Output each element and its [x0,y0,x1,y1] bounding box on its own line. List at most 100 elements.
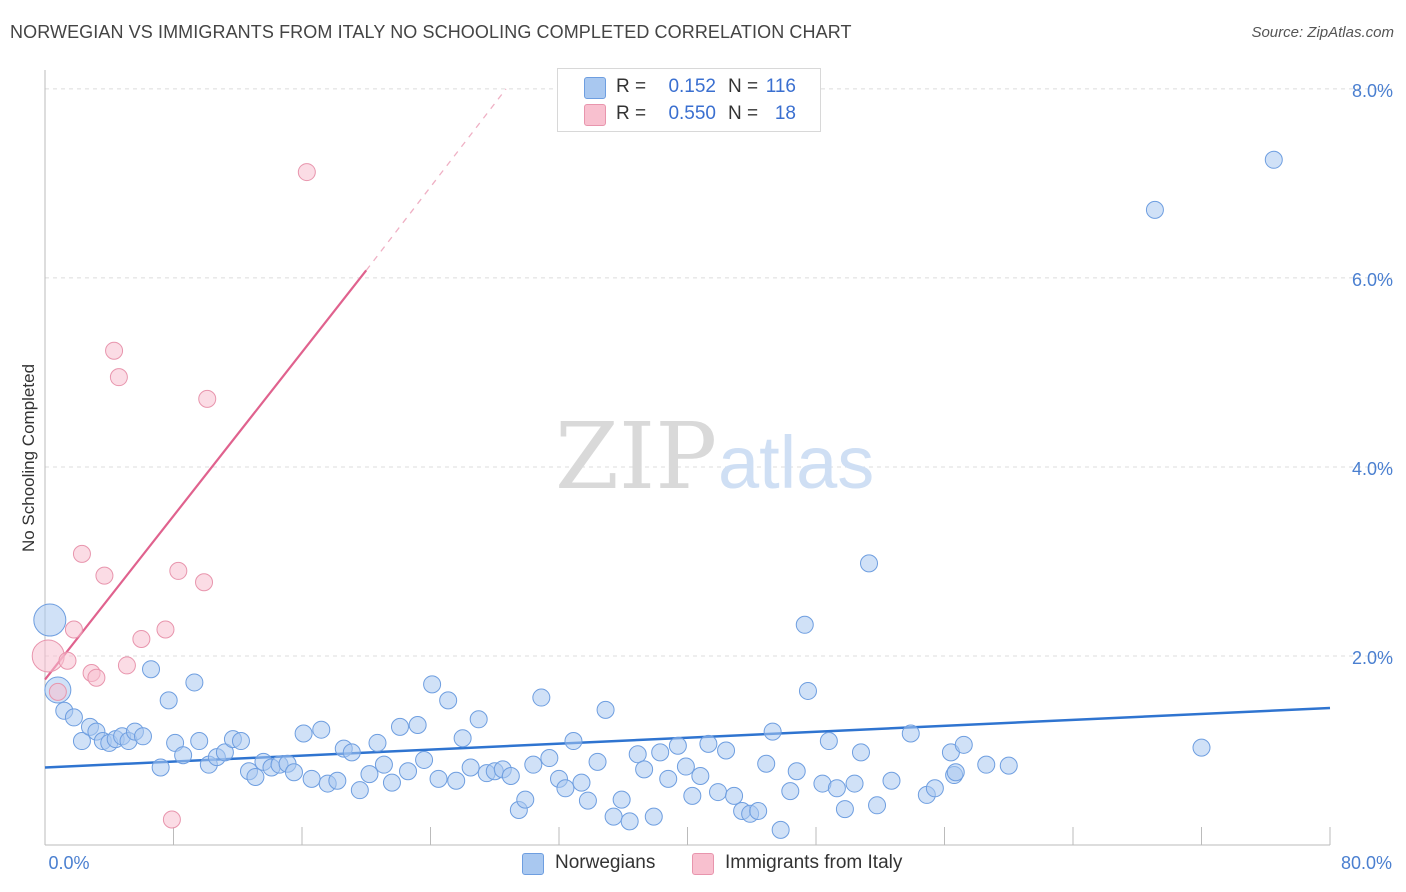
point-norwegians [620,812,639,831]
point-norwegians [185,673,204,692]
watermark-atlas: atlas [718,421,874,504]
point-italy [64,620,83,639]
x-tick-label-min: 0.0% [48,853,89,873]
watermark-zip: ZIP [555,403,717,510]
point-norwegians [133,727,152,746]
point-norwegians [868,796,887,815]
data-points [31,150,1283,839]
point-norwegians [683,786,702,805]
point-norwegians [328,771,347,790]
point-italy [198,389,217,408]
point-norwegians [1145,200,1164,219]
point-norwegians [860,554,879,573]
y-axis-label: No Schooling Completed [19,364,38,552]
point-norwegians [408,715,427,734]
point-norwegians [781,782,800,801]
point-norwegians [1264,150,1283,169]
point-norwegians [795,615,814,634]
legend-n-label: N = [728,103,759,124]
point-italy [117,656,136,675]
point-norwegians [628,745,647,764]
point-norwegians [999,756,1018,775]
y-tick-label: 6.0% [1352,270,1393,290]
point-norwegians [691,767,710,786]
point-norwegians [588,752,607,771]
point-norwegians [1192,738,1211,757]
point-italy [109,368,128,387]
point-norwegians [142,660,161,679]
source-label: Source: ZipAtlas.com [1251,24,1394,41]
y-tick-labels: 2.0% 4.0% 6.0% 8.0% [1352,81,1393,668]
point-norwegians [668,736,687,755]
point-norwegians [787,762,806,781]
correlation-legend: R = 0.152 N = 116 R = 0.550 N = 18 [557,68,821,132]
legend-swatch-italy [584,104,606,126]
point-norwegians [151,758,170,777]
point-norwegians [798,681,817,700]
point-italy [162,810,181,829]
point-norwegians [572,773,591,792]
axes [44,70,1331,846]
point-norwegians [246,767,265,786]
point-norwegians [635,760,654,779]
point-norwegians [501,767,520,786]
point-norwegians [294,724,313,743]
legend-swatch-norwegians [522,853,544,875]
point-norwegians [901,724,920,743]
point-norwegians [676,757,695,776]
point-norwegians [819,732,838,751]
point-norwegians [284,763,303,782]
point-norwegians [33,603,67,637]
point-norwegians [925,779,944,798]
point-norwegians [382,773,401,792]
point-italy [169,561,188,580]
point-norwegians [390,717,409,736]
trend-line-italy [44,269,368,681]
point-norwegians [429,769,448,788]
legend-swatch-norwegians [584,77,606,99]
y-tick-label: 8.0% [1352,81,1393,101]
y-tick-label: 2.0% [1352,648,1393,668]
x-tick-labels: 0.0% 80.0% [48,853,1392,873]
legend-row-norwegians: R = 0.152 N = 116 [558,74,820,100]
legend-n-value: 18 [774,103,796,124]
point-norwegians [374,755,393,774]
point-italy [48,682,67,701]
point-italy [132,629,151,648]
legend-r-value: 0.550 [668,103,716,124]
point-norwegians [540,749,559,768]
point-norwegians [556,779,575,798]
point-norwegians [757,754,776,773]
point-norwegians [882,771,901,790]
point-norwegians [524,755,543,774]
point-norwegians [312,720,331,739]
point-norwegians [190,732,209,751]
point-norwegians [399,762,418,781]
legend-r-value: 0.152 [668,76,716,97]
point-norwegians [532,688,551,707]
point-norwegians [461,758,480,777]
point-norwegians [659,769,678,788]
point-italy [195,573,214,592]
point-norwegians [72,732,91,751]
point-norwegians [725,786,744,805]
watermark: ZIP atlas [555,403,874,510]
legend-label-italy: Immigrants from Italy [725,852,903,873]
point-italy [156,620,175,639]
point-norwegians [360,765,379,784]
point-norwegians [469,710,488,729]
x-tick-label-max: 80.0% [1341,853,1392,873]
point-norwegians [717,741,736,760]
point-norwegians [159,691,178,710]
grid [45,88,1392,657]
point-norwegians [651,743,670,762]
point-italy [58,651,77,670]
point-norwegians [415,750,434,769]
point-norwegians [342,743,361,762]
point-norwegians [954,735,973,754]
point-norwegians [699,734,718,753]
point-norwegians [977,755,996,774]
point-italy [105,341,124,360]
point-italy [95,566,114,585]
